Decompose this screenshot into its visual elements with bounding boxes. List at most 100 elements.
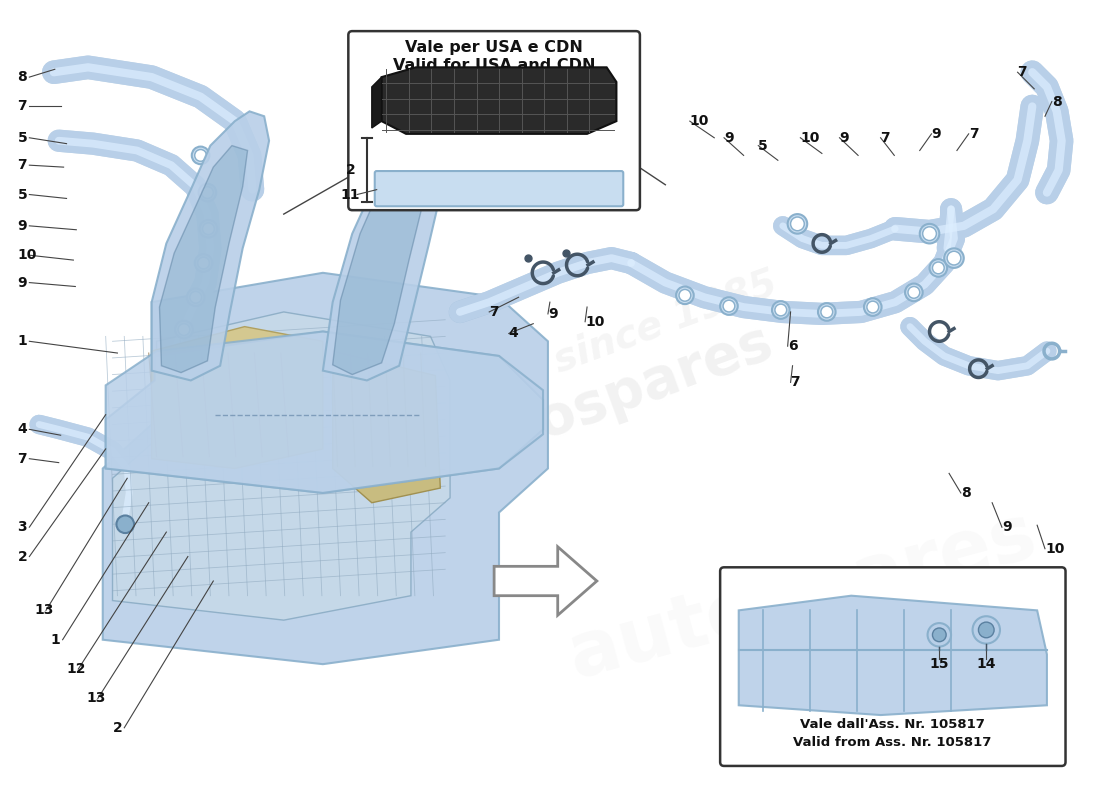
Circle shape <box>199 220 217 238</box>
Text: Valid for USA and CDN: Valid for USA and CDN <box>393 58 595 73</box>
Circle shape <box>175 321 192 338</box>
Text: 11: 11 <box>341 187 360 202</box>
Circle shape <box>178 324 190 335</box>
Text: 10: 10 <box>585 314 605 329</box>
Circle shape <box>199 184 217 202</box>
Text: 9: 9 <box>18 275 28 290</box>
Text: 8: 8 <box>1052 94 1062 109</box>
Circle shape <box>198 257 209 269</box>
Polygon shape <box>152 111 270 381</box>
FancyBboxPatch shape <box>375 171 624 206</box>
FancyBboxPatch shape <box>720 567 1066 766</box>
Circle shape <box>933 628 946 642</box>
Text: 7: 7 <box>969 127 978 141</box>
Text: 9: 9 <box>724 130 734 145</box>
Circle shape <box>933 262 944 274</box>
Text: 9: 9 <box>839 130 849 145</box>
Text: 9: 9 <box>932 127 942 141</box>
Circle shape <box>195 150 207 162</box>
Text: 5: 5 <box>18 187 28 202</box>
Circle shape <box>920 224 939 243</box>
Polygon shape <box>106 331 543 493</box>
Polygon shape <box>739 596 1047 715</box>
Text: 5: 5 <box>758 138 768 153</box>
Circle shape <box>772 301 790 318</box>
Text: autospares: autospares <box>433 315 780 485</box>
Text: 14: 14 <box>977 657 996 671</box>
Polygon shape <box>332 123 440 374</box>
Polygon shape <box>112 312 450 620</box>
Circle shape <box>788 214 807 234</box>
Polygon shape <box>160 146 248 373</box>
Text: 3: 3 <box>18 520 28 534</box>
Text: 9: 9 <box>548 307 558 321</box>
Text: 7: 7 <box>18 452 28 466</box>
Text: 7: 7 <box>1018 66 1027 79</box>
Text: 6: 6 <box>788 339 798 353</box>
Circle shape <box>723 300 735 312</box>
Circle shape <box>908 286 920 298</box>
Polygon shape <box>102 273 548 664</box>
Text: 10: 10 <box>801 130 820 145</box>
Polygon shape <box>332 351 440 502</box>
Text: 7: 7 <box>490 305 498 319</box>
Text: 4: 4 <box>18 422 28 436</box>
Text: 13: 13 <box>86 691 106 706</box>
Text: 10: 10 <box>18 248 37 262</box>
Text: 10: 10 <box>690 114 710 128</box>
Circle shape <box>947 251 960 265</box>
Text: Vale dall'Ass. Nr. 105817: Vale dall'Ass. Nr. 105817 <box>800 718 984 731</box>
Circle shape <box>191 146 209 164</box>
Text: 2: 2 <box>18 550 28 563</box>
Polygon shape <box>323 111 452 381</box>
Text: 7: 7 <box>18 99 28 114</box>
Polygon shape <box>494 546 597 615</box>
Text: 2: 2 <box>112 721 122 734</box>
Polygon shape <box>106 331 543 493</box>
Circle shape <box>676 286 694 304</box>
Circle shape <box>774 304 786 316</box>
Circle shape <box>679 290 691 301</box>
Polygon shape <box>372 77 382 128</box>
Circle shape <box>927 623 952 646</box>
Text: 8: 8 <box>960 486 970 500</box>
Circle shape <box>923 227 936 241</box>
Circle shape <box>791 217 804 230</box>
Circle shape <box>187 289 205 306</box>
Circle shape <box>930 259 947 277</box>
Circle shape <box>821 306 833 318</box>
Text: 7: 7 <box>791 375 800 390</box>
Text: 1: 1 <box>51 633 60 646</box>
Circle shape <box>864 298 881 316</box>
Text: 7: 7 <box>18 158 28 172</box>
Text: 7: 7 <box>881 130 890 145</box>
Circle shape <box>201 186 213 198</box>
Text: since 1985: since 1985 <box>549 264 782 380</box>
Text: 10: 10 <box>1045 542 1065 556</box>
FancyBboxPatch shape <box>349 31 640 210</box>
Text: 9: 9 <box>18 219 28 233</box>
Circle shape <box>905 283 923 301</box>
Text: Valid from Ass. Nr. 105817: Valid from Ass. Nr. 105817 <box>793 736 991 749</box>
Circle shape <box>202 223 215 234</box>
Text: Vale per USA e CDN: Vale per USA e CDN <box>405 40 583 55</box>
Text: 9: 9 <box>1002 520 1012 534</box>
Polygon shape <box>382 67 616 134</box>
Text: 4: 4 <box>509 326 518 341</box>
Circle shape <box>818 303 836 321</box>
Polygon shape <box>152 326 323 469</box>
Text: autospares: autospares <box>560 498 1044 694</box>
Text: 2: 2 <box>345 163 355 177</box>
Circle shape <box>944 248 964 268</box>
Circle shape <box>978 622 994 638</box>
Circle shape <box>720 298 738 315</box>
Circle shape <box>190 291 201 303</box>
Circle shape <box>195 254 212 272</box>
Text: 13: 13 <box>34 603 54 618</box>
Text: 15: 15 <box>930 657 949 671</box>
Text: 12: 12 <box>66 662 86 676</box>
Circle shape <box>867 301 879 313</box>
Text: 8: 8 <box>18 70 28 84</box>
Text: 1: 1 <box>18 334 28 348</box>
Circle shape <box>972 616 1000 644</box>
